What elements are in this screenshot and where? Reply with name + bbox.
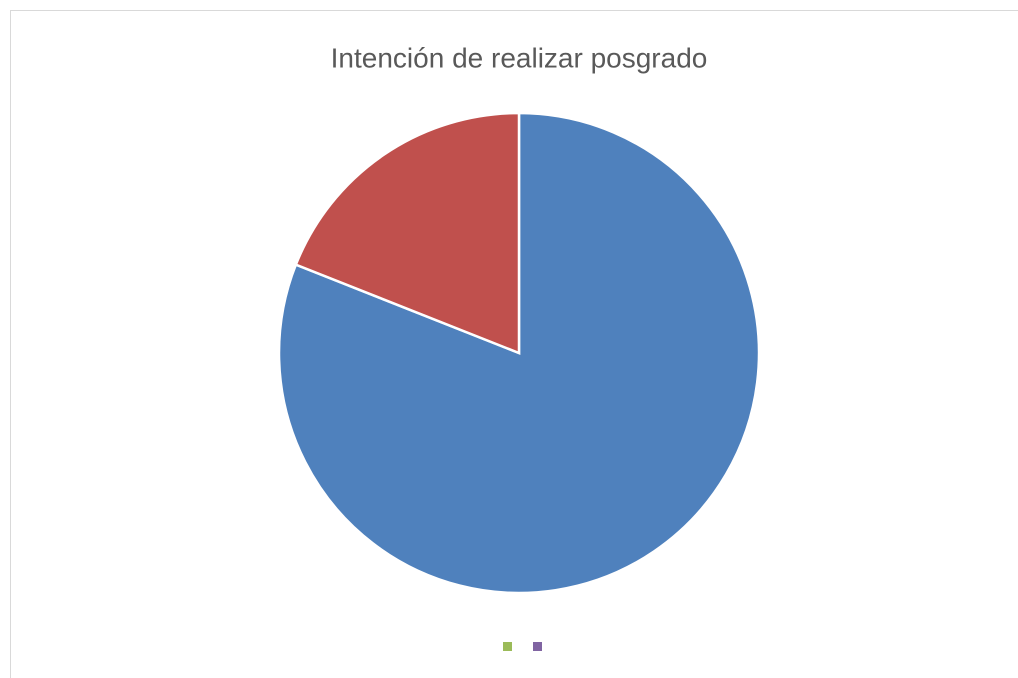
pie-slice	[277, 111, 761, 595]
pie-slice	[294, 111, 521, 355]
legend-marker	[503, 642, 512, 651]
legend-marker	[533, 642, 542, 651]
chart-title: Intención de realizar posgrado	[331, 42, 708, 73]
